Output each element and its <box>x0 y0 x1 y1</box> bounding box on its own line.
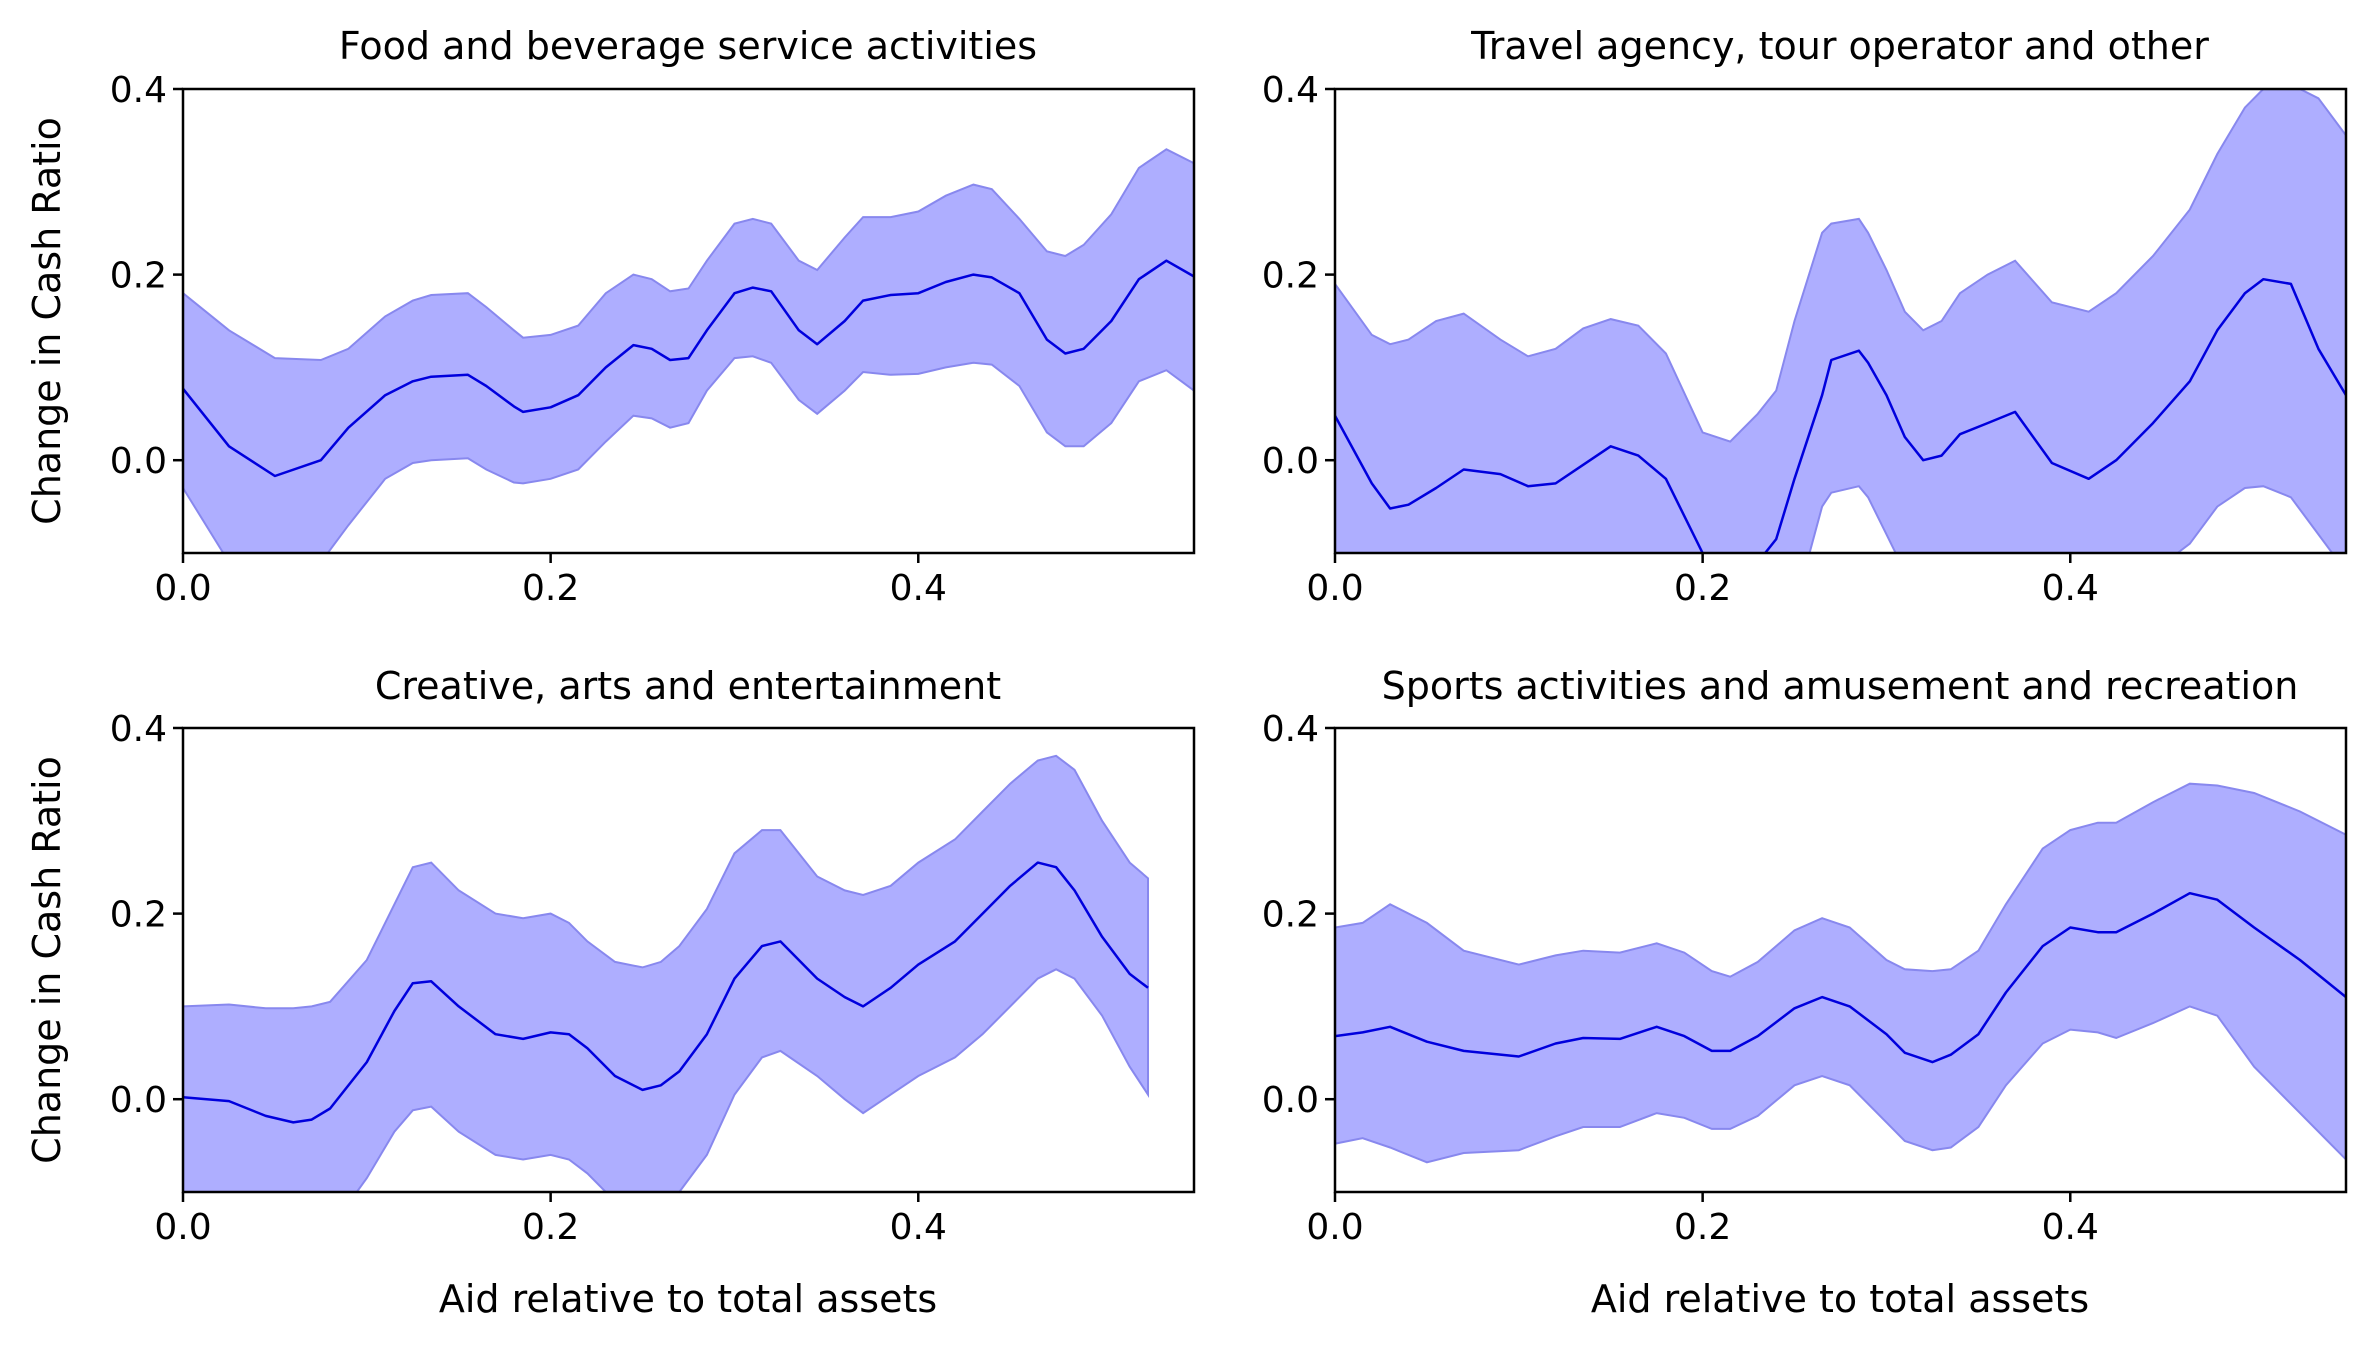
y-tick-label: 0.2 <box>110 895 167 936</box>
estimate-line <box>1335 891 2346 1064</box>
line-layer <box>1335 277 2346 553</box>
x-axis: 0.0 0.2 0.4 <box>1306 1192 2099 1248</box>
line-layer <box>1335 891 2346 1064</box>
plot-frame <box>1333 87 2348 555</box>
y-axis-label-top: Change in Cash Ratio <box>25 117 69 525</box>
estimate-line <box>183 259 1194 478</box>
line-layer <box>183 259 1194 478</box>
confidence-band <box>1335 782 2346 1164</box>
y-tick-label: 0.4 <box>1262 709 1319 750</box>
confidence-band <box>183 754 1149 1192</box>
x-tick-label: 0.2 <box>1674 568 1731 609</box>
estimate-line <box>1335 277 2346 553</box>
confidence-band <box>183 148 1194 553</box>
y-tick-label: 0.0 <box>1262 441 1319 482</box>
panel-title: Sports activities and amusement and recr… <box>1382 664 2299 708</box>
x-tick-label: 0.4 <box>890 568 947 609</box>
x-axis: 0.0 0.2 0.4 <box>154 553 947 609</box>
panel-title: Creative, arts and entertainment <box>375 664 1001 708</box>
band-layer <box>183 754 1149 1192</box>
x-axis-label-right: Aid relative to total assets <box>1591 1277 2089 1321</box>
plot-frame <box>1333 726 2348 1194</box>
band-layer <box>183 148 1194 553</box>
y-axis-label-bottom: Change in Cash Ratio <box>25 756 69 1164</box>
x-axis: 0.0 0.2 0.4 <box>154 1192 947 1248</box>
y-tick-label: 0.2 <box>1262 256 1319 297</box>
x-tick-label: 0.4 <box>2042 1207 2099 1248</box>
x-axis-label-left: Aid relative to total assets <box>439 1277 937 1321</box>
y-tick-label: 0.4 <box>1262 70 1319 111</box>
estimate-line <box>183 861 1149 1124</box>
x-tick-label: 0.0 <box>1306 568 1363 609</box>
x-tick-label: 0.4 <box>890 1207 947 1248</box>
x-tick-label: 0.4 <box>2042 568 2099 609</box>
panel-travel-agency: Travel agency, tour operator and other 0… <box>1262 24 2348 609</box>
y-axis: 0.0 0.2 0.4 <box>1262 709 1335 1121</box>
panel-title: Travel agency, tour operator and other <box>1470 24 2209 68</box>
y-axis: 0.0 0.2 0.4 <box>1262 70 1335 482</box>
y-tick-label: 0.2 <box>110 256 167 297</box>
y-axis: 0.0 0.2 0.4 <box>110 709 183 1121</box>
x-tick-label: 0.0 <box>154 1207 211 1248</box>
panel-sports-recreation: Sports activities and amusement and recr… <box>1262 664 2348 1248</box>
panel-food-beverage: Food and beverage service activities 0.0… <box>110 24 1196 609</box>
y-tick-label: 0.2 <box>1262 895 1319 936</box>
y-axis: 0.0 0.2 0.4 <box>110 70 183 482</box>
y-tick-label: 0.4 <box>110 709 167 750</box>
plot-frame <box>181 87 1196 555</box>
x-tick-label: 0.0 <box>1306 1207 1363 1248</box>
plot-frame <box>181 726 1196 1194</box>
y-tick-label: 0.0 <box>110 1080 167 1121</box>
y-tick-label: 0.0 <box>1262 1080 1319 1121</box>
x-tick-label: 0.2 <box>522 1207 579 1248</box>
x-tick-label: 0.0 <box>154 568 211 609</box>
x-axis: 0.0 0.2 0.4 <box>1306 553 2099 609</box>
panel-title: Food and beverage service activities <box>339 24 1037 68</box>
panel-creative-arts: Creative, arts and entertainment 0.0 0.2 0… <box>110 664 1196 1248</box>
x-tick-label: 0.2 <box>1674 1207 1731 1248</box>
confidence-band <box>1335 89 2346 553</box>
y-tick-label: 0.0 <box>110 441 167 482</box>
line-layer <box>183 861 1149 1124</box>
x-tick-label: 0.2 <box>522 568 579 609</box>
band-layer <box>1335 89 2346 553</box>
band-layer <box>1335 782 2346 1164</box>
y-tick-label: 0.4 <box>110 70 167 111</box>
